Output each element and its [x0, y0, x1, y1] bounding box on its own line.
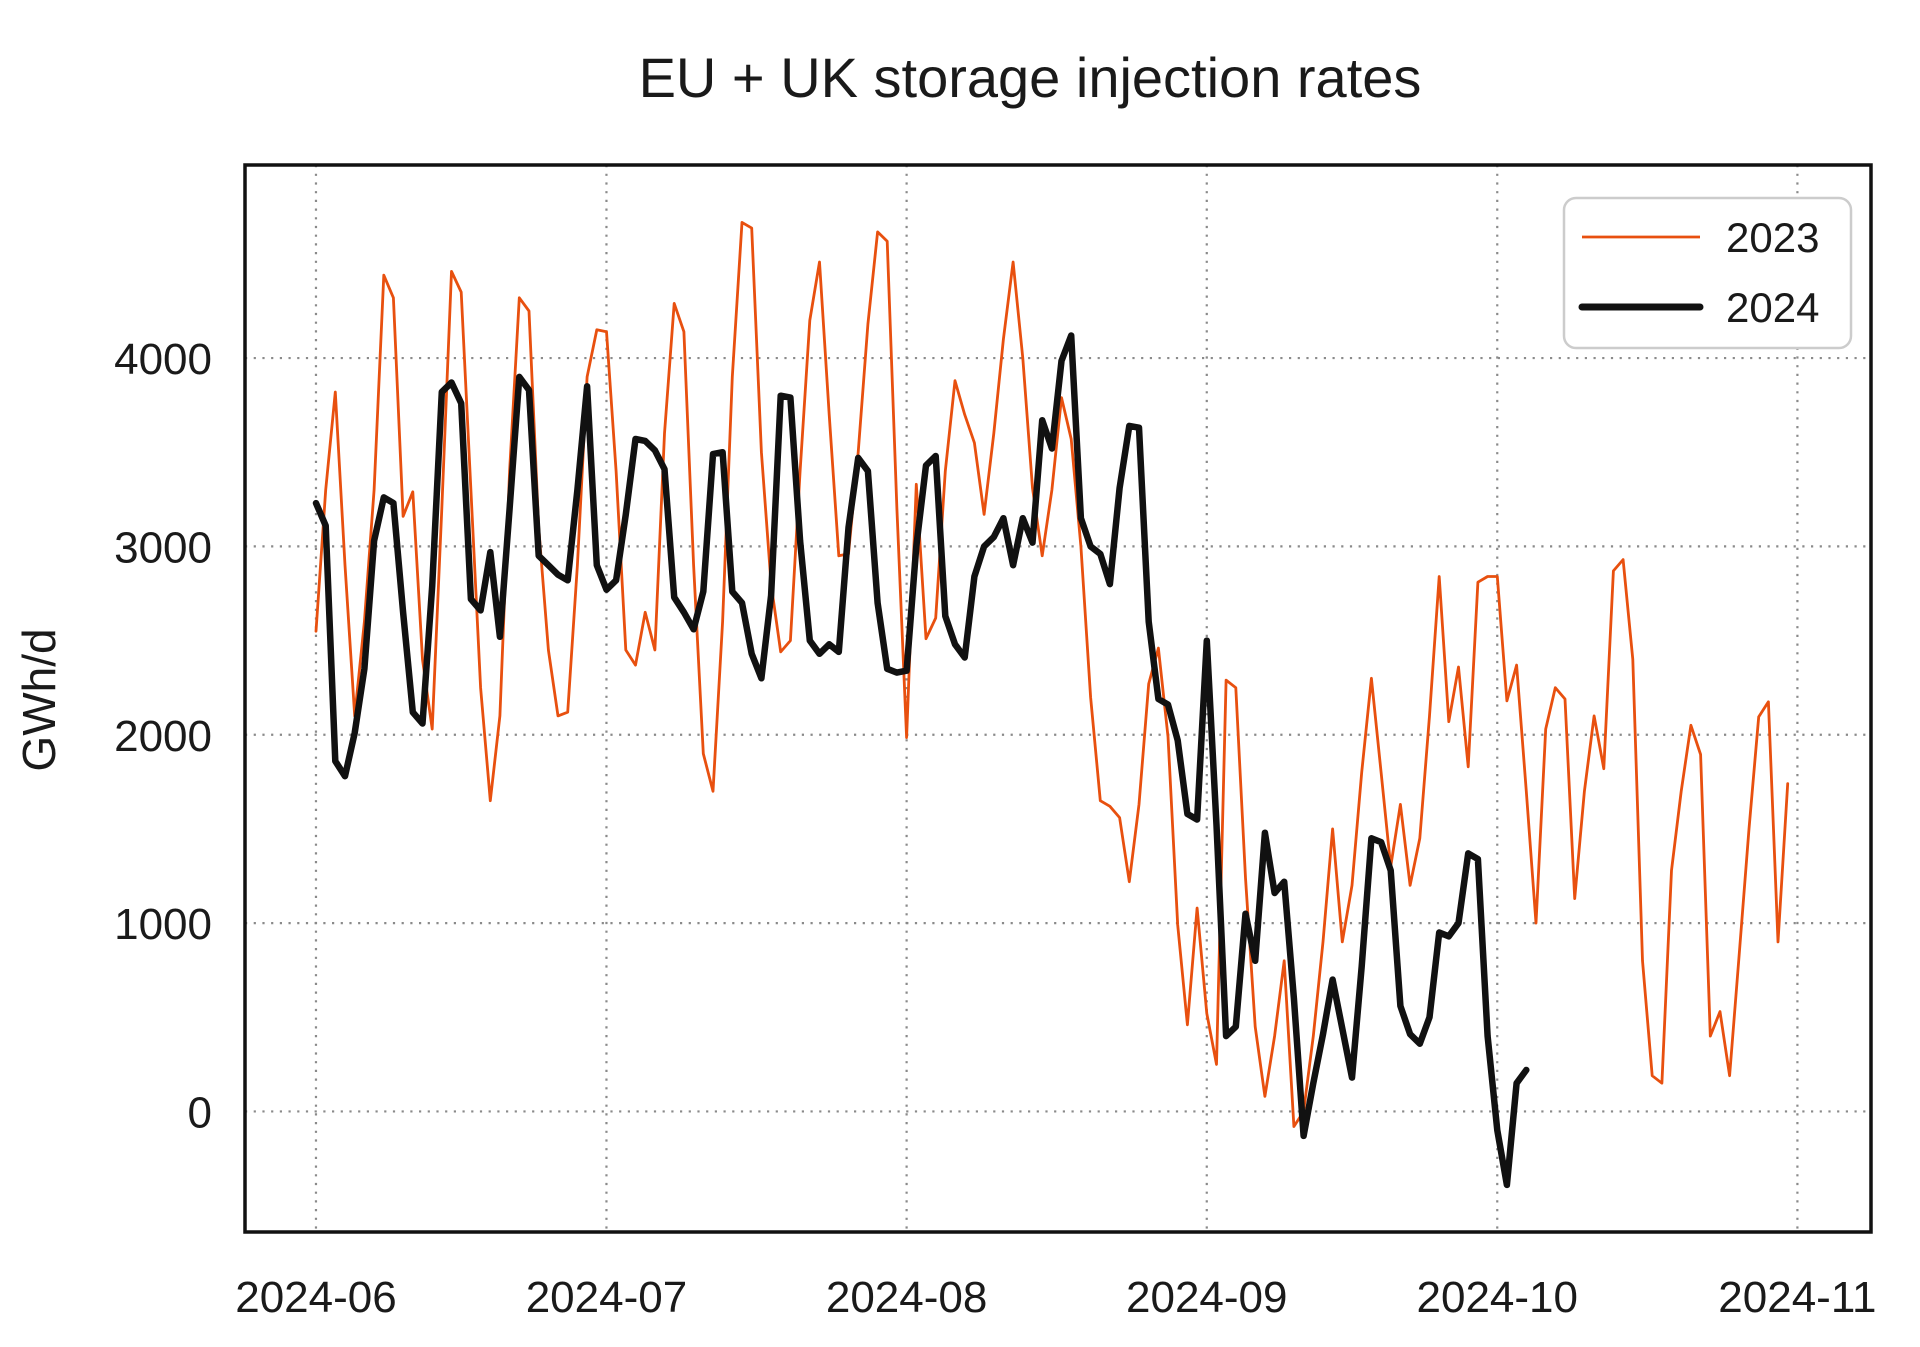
y-tick-label: 4000: [114, 335, 212, 384]
x-tick-label: 2024-07: [526, 1273, 687, 1322]
y-tick-label: 2000: [114, 712, 212, 761]
legend: 2023 2024: [1562, 196, 1853, 350]
axes-frame: [243, 163, 1873, 1234]
y-axis-label: GWh/d: [13, 628, 65, 771]
tick-label-layer: 2024-06 2024-07 2024-08 2024-09 2024-10 2024-…: [114, 335, 1876, 1322]
series-2023-line: [314, 221, 1790, 1128]
legend-label-2024: 2024: [1726, 284, 1819, 331]
y-tick-label: 0: [188, 1088, 212, 1137]
x-tick-label: 2024-11: [1718, 1273, 1876, 1322]
x-tick-label: 2024-10: [1417, 1273, 1578, 1322]
chart-title: EU + UK storage injection rates: [639, 46, 1422, 109]
legend-item-2023: 2023: [1582, 214, 1819, 261]
y-tick-label: 1000: [114, 900, 212, 949]
x-tick-label: 2024-08: [826, 1273, 987, 1322]
legend-label-2023: 2023: [1726, 214, 1819, 261]
x-tick-label: 2024-09: [1126, 1273, 1287, 1322]
series-layer: [312, 221, 1790, 1189]
legend-item-2024: 2024: [1578, 284, 1819, 331]
y-tick-label: 3000: [114, 523, 212, 572]
series-2024-line: [312, 332, 1530, 1189]
x-tick-label: 2024-06: [235, 1273, 396, 1322]
